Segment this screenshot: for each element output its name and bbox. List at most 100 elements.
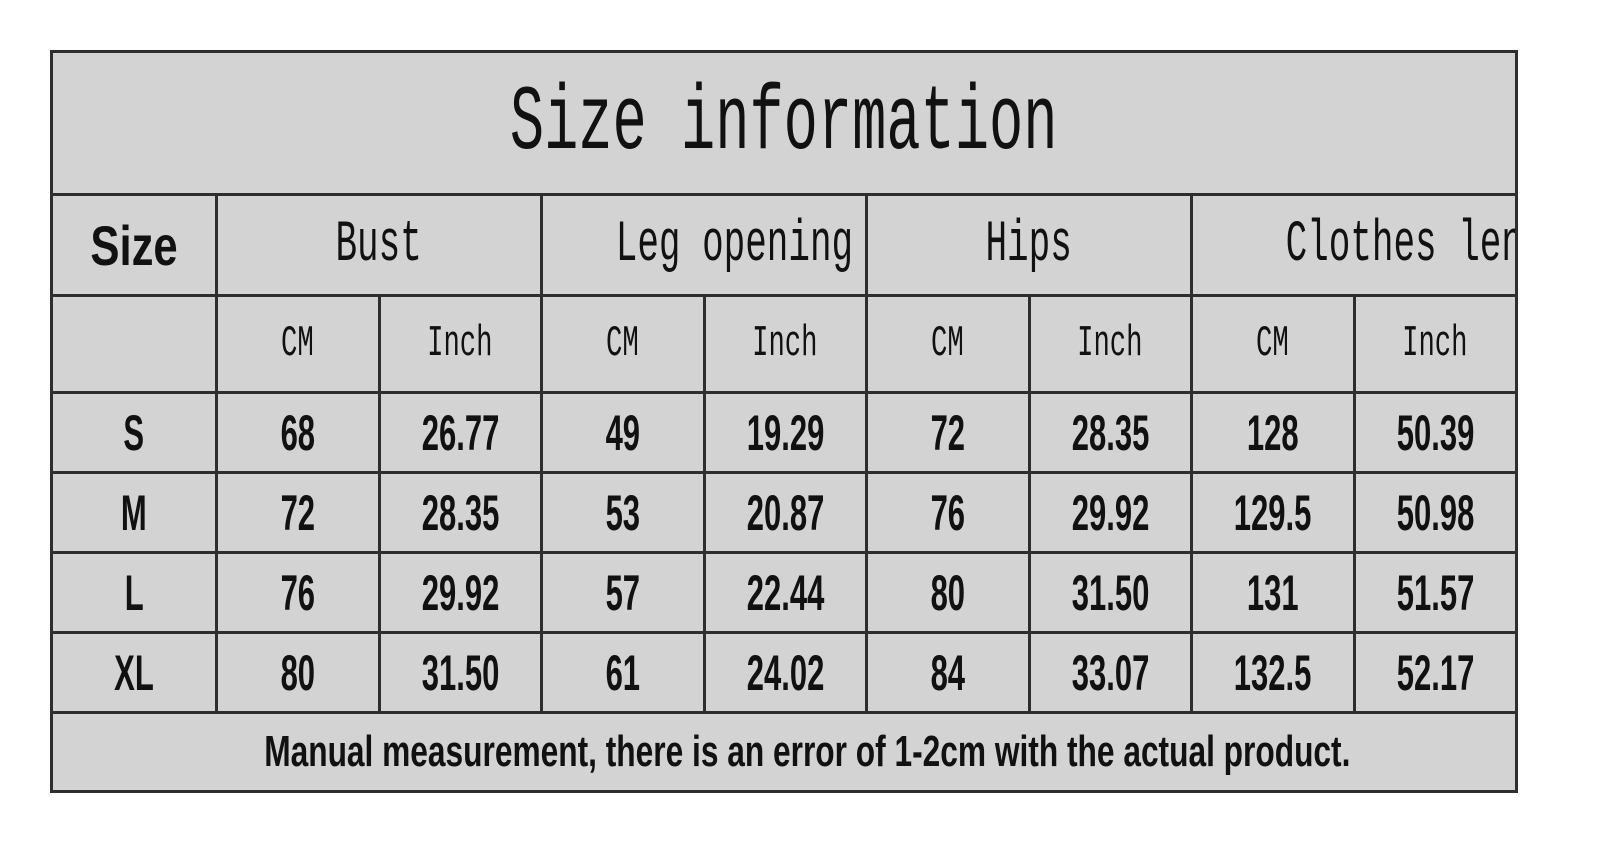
measurement: 61 (605, 644, 640, 701)
title: Size information (510, 70, 1058, 176)
measurement: 50.39 (1396, 404, 1475, 461)
note-cell: Manual measurement, there is an error of… (50, 711, 1518, 793)
empty-cell (50, 294, 218, 394)
unit-label: CM (1256, 319, 1290, 369)
measurement: 76 (280, 564, 315, 621)
size-cell: L (50, 551, 218, 634)
value-cell: 68 (215, 391, 381, 474)
measurement: 26.77 (421, 404, 500, 461)
unit-label: Inch (1077, 319, 1143, 369)
value-cell: 57 (540, 551, 706, 634)
unit-label: CM (281, 319, 315, 369)
group-header: Bust (335, 212, 423, 278)
measurement: 52.17 (1396, 644, 1475, 701)
size-header: Size (90, 213, 178, 277)
title-cell: Size information (50, 50, 1518, 196)
measurement: 31.50 (421, 644, 500, 701)
value-cell: 129.5 (1190, 471, 1356, 554)
subheader-cell: CM (540, 294, 706, 394)
measurement: 128 (1246, 404, 1299, 461)
subheader-cell: Inch (1352, 294, 1518, 394)
measurement: 72 (930, 404, 965, 461)
header-cell: Bust (215, 193, 543, 297)
value-cell: 31.50 (377, 631, 543, 714)
value-cell: 29.92 (377, 551, 543, 634)
measurement: 24.02 (746, 644, 825, 701)
measurement: 53 (605, 484, 640, 541)
value-cell: 76 (215, 551, 381, 634)
value-cell: 33.07 (1027, 631, 1193, 714)
value-cell: 53 (540, 471, 706, 554)
value-cell: 28.35 (1027, 391, 1193, 474)
value-cell: 128 (1190, 391, 1356, 474)
header-cell: Size (50, 193, 218, 297)
value-cell: 28.35 (377, 471, 543, 554)
value-cell: 84 (865, 631, 1031, 714)
measurement: 57 (605, 564, 640, 621)
subheader-cell: Inch (377, 294, 543, 394)
measurement: 51.57 (1396, 564, 1475, 621)
size-row: L 76 29.92 57 22.44 80 31.50 131 51.57 (50, 551, 1518, 634)
value-cell: 131 (1190, 551, 1356, 634)
size-cell: XL (50, 631, 218, 714)
measurement: 29.92 (1071, 484, 1150, 541)
measurement: 28.35 (421, 484, 500, 541)
measurement: 29.92 (421, 564, 500, 621)
unit-label: CM (606, 319, 640, 369)
group-header: Leg opening (615, 212, 854, 278)
size-label: S (123, 404, 145, 461)
measurement: 28.35 (1071, 404, 1150, 461)
header-row: Size Bust Leg opening Hips Clothes lengt… (50, 193, 1518, 297)
measurement: 72 (280, 484, 315, 541)
header-cell: Hips (865, 193, 1193, 297)
subheader-cell: Inch (1027, 294, 1193, 394)
subheader-cell: CM (215, 294, 381, 394)
size-chart: Size information Size Bust Leg opening H… (50, 50, 1518, 793)
measurement: 31.50 (1071, 564, 1150, 621)
size-row: S 68 26.77 49 19.29 72 28.35 128 50.39 (50, 391, 1518, 474)
measurement: 22.44 (746, 564, 825, 621)
unit-label: Inch (1402, 319, 1468, 369)
value-cell: 52.17 (1352, 631, 1518, 714)
measurement: 80 (930, 564, 965, 621)
group-header: Clothes length (1285, 212, 1517, 278)
note: Manual measurement, there is an error of… (264, 727, 1351, 776)
subheader-cell: Inch (702, 294, 868, 394)
value-cell: 51.57 (1352, 551, 1518, 634)
size-table: Size information Size Bust Leg opening H… (50, 50, 1518, 793)
measurement: 131 (1246, 564, 1299, 621)
measurement: 33.07 (1071, 644, 1150, 701)
size-label: M (121, 484, 147, 541)
group-header: Hips (985, 212, 1073, 278)
value-cell: 29.92 (1027, 471, 1193, 554)
unit-label: Inch (427, 319, 493, 369)
measurement: 19.29 (746, 404, 825, 461)
value-cell: 76 (865, 471, 1031, 554)
value-cell: 72 (865, 391, 1031, 474)
size-label: L (124, 564, 144, 621)
value-cell: 72 (215, 471, 381, 554)
value-cell: 49 (540, 391, 706, 474)
title-row: Size information (50, 50, 1518, 196)
value-cell: 24.02 (702, 631, 868, 714)
subheader-cell: CM (1190, 294, 1356, 394)
measurement: 20.87 (746, 484, 825, 541)
measurement: 49 (605, 404, 640, 461)
measurement: 132.5 (1233, 644, 1312, 701)
unit-label: CM (931, 319, 965, 369)
measurement: 80 (280, 644, 315, 701)
size-cell: S (50, 391, 218, 474)
header-cell: Leg opening (540, 193, 868, 297)
note-row: Manual measurement, there is an error of… (50, 711, 1518, 793)
size-row: XL 80 31.50 61 24.02 84 33.07 132.5 52.17 (50, 631, 1518, 714)
value-cell: 20.87 (702, 471, 868, 554)
value-cell: 80 (865, 551, 1031, 634)
size-cell: M (50, 471, 218, 554)
measurement: 50.98 (1396, 484, 1475, 541)
subheader-row: CM Inch CM Inch CM Inch CM Inch (50, 294, 1518, 394)
measurement: 68 (280, 404, 315, 461)
size-row: M 72 28.35 53 20.87 76 29.92 129.5 50.98 (50, 471, 1518, 554)
value-cell: 61 (540, 631, 706, 714)
header-cell: Clothes length (1190, 193, 1518, 297)
